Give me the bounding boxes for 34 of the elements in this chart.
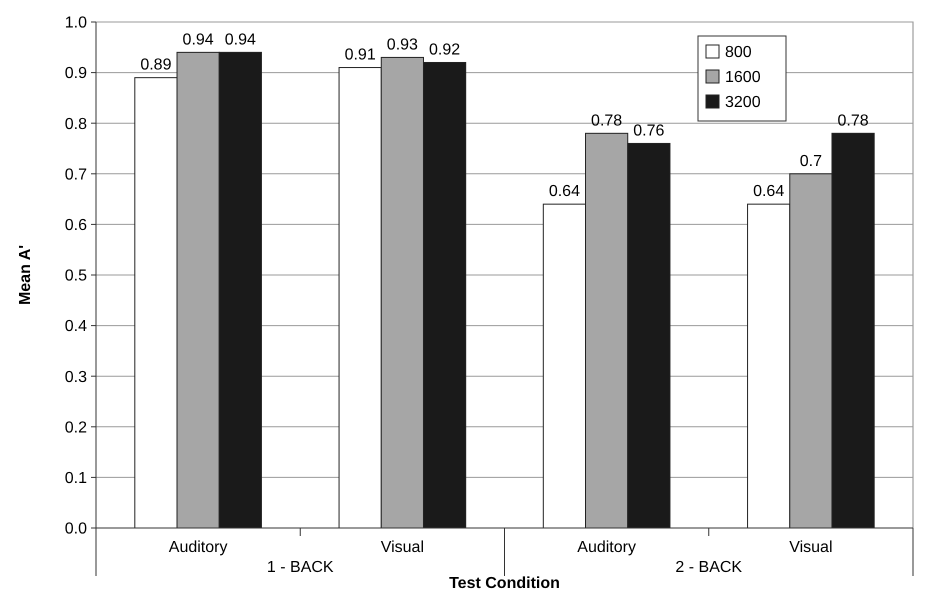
- text: 0.76: [633, 122, 664, 140]
- text: 0.94: [182, 31, 214, 48]
- legend-label: 1600: [725, 69, 761, 86]
- text: 0.78: [591, 112, 622, 130]
- legend-label: 3200: [725, 94, 761, 112]
- text: 0.92: [429, 41, 460, 58]
- text: 0.64: [753, 183, 784, 200]
- y-tick-label: 0.3: [64, 368, 88, 386]
- legend-label: 800: [725, 44, 752, 62]
- x-tick-label: Visual: [789, 539, 833, 556]
- text: 1 - BACK: [266, 559, 334, 576]
- x-axis-title: Test Condition: [449, 575, 560, 592]
- x-tick-label: Visual: [380, 539, 424, 556]
- text: 0.93: [386, 36, 418, 54]
- text: 0.78: [838, 112, 869, 130]
- y-tick-label: 0.4: [64, 318, 88, 336]
- y-tick-label: 0.6: [64, 217, 88, 234]
- text: 2 - BACK: [675, 559, 742, 576]
- text: 0.64: [548, 183, 580, 200]
- y-tick-label: 0.7: [64, 166, 88, 184]
- y-tick-label: 0.2: [64, 419, 88, 436]
- y-tick-label: 1.0: [64, 14, 88, 32]
- text: 0.91: [344, 46, 376, 64]
- y-tick-label: 0.1: [64, 470, 88, 487]
- text: 0.94: [224, 31, 256, 48]
- text: 0.7: [800, 152, 822, 170]
- x-tick-label: Auditory: [168, 539, 228, 556]
- y-axis-title: Mean A': [17, 244, 34, 306]
- text: 0.89: [140, 56, 172, 74]
- y-tick-label: 0.5: [64, 268, 88, 285]
- x-tick-label: Auditory: [577, 539, 636, 556]
- y-tick-label: 0.0: [64, 520, 88, 538]
- y-tick-label: 0.9: [64, 65, 88, 82]
- y-tick-label: 0.8: [64, 116, 88, 133]
